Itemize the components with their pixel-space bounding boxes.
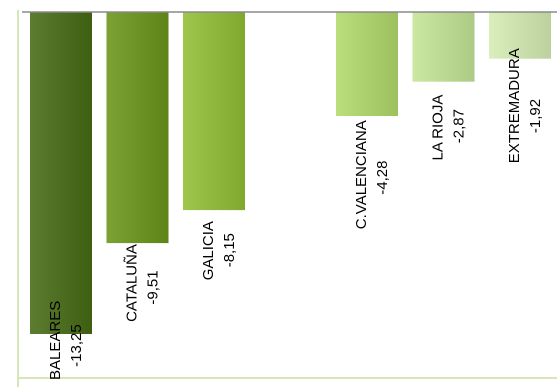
value-label-baleares: -13,25 <box>68 324 85 367</box>
bar-la-rioja <box>412 12 475 82</box>
bars-layer <box>30 12 551 334</box>
category-label-baleares: BALEARES <box>47 301 64 380</box>
category-label-galicia: GALICIA <box>200 221 217 280</box>
category-label-c-valenciana: C.VALENCIANA <box>353 120 370 229</box>
category-label-cataluna: CATALUÑA <box>124 244 141 322</box>
category-label-extremadura: EXTREMADURA <box>506 48 523 163</box>
bar-c-valenciana <box>336 12 398 116</box>
category-label-la-rioja: LA RIOJA <box>430 95 447 161</box>
bar-cataluna <box>106 12 169 244</box>
bar-galicia <box>183 12 245 211</box>
value-label-c-valenciana: -4,28 <box>374 160 391 194</box>
value-label-cataluna: -9,51 <box>145 270 162 304</box>
value-label-galicia: -8,15 <box>221 233 238 267</box>
bar-extremadura <box>489 12 551 59</box>
value-label-extremadura: -1,92 <box>527 99 544 133</box>
value-label-la-rioja: -2,87 <box>451 109 468 143</box>
bar-baleares <box>30 12 92 334</box>
labels-layer: BALEARES -13,25 CATALUÑA -9,51 GALICIA -8,15 C… <box>47 48 544 380</box>
